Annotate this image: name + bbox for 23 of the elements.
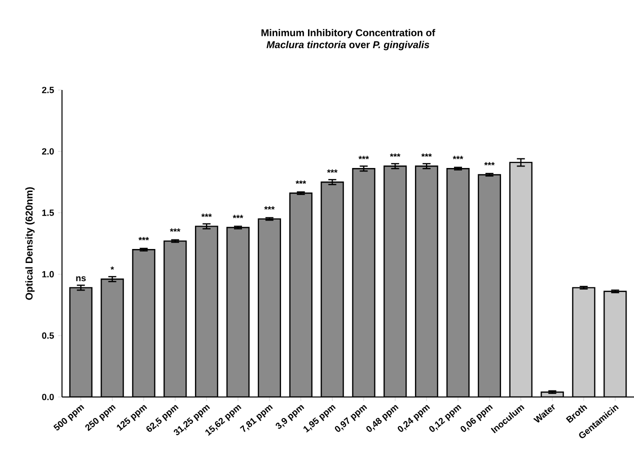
y-tick-label: 0.5 <box>42 332 54 339</box>
annotation: *** <box>138 236 149 240</box>
y-tick-label: 1.0 <box>42 271 54 278</box>
y-axis-title: Optical Density (620nm) <box>25 187 35 300</box>
chart-subtitle: Maclura tinctoria over P. gingivalis <box>266 40 430 50</box>
annotation: *** <box>390 153 400 157</box>
annotation: *** <box>296 180 306 184</box>
y-tick-label: 1.5 <box>42 210 54 216</box>
y-tick-label: 2.5 <box>42 86 54 94</box>
annotation: *** <box>327 169 338 173</box>
chart-title: Minimum Inhibitory Concentration of <box>262 28 436 38</box>
annotation: *** <box>232 214 244 218</box>
annotation: * <box>110 266 114 270</box>
annotation: ns <box>76 276 86 282</box>
annotation: *** <box>452 156 464 160</box>
annotation: *** <box>358 156 369 160</box>
y-tick-label: 2.0 <box>42 148 54 155</box>
annotation: *** <box>484 162 495 166</box>
annotation: *** <box>264 206 275 210</box>
annotation: *** <box>201 214 212 217</box>
annotation: *** <box>421 153 432 157</box>
y-tick-label: 0.0 <box>42 394 54 400</box>
annotation: *** <box>170 228 180 232</box>
